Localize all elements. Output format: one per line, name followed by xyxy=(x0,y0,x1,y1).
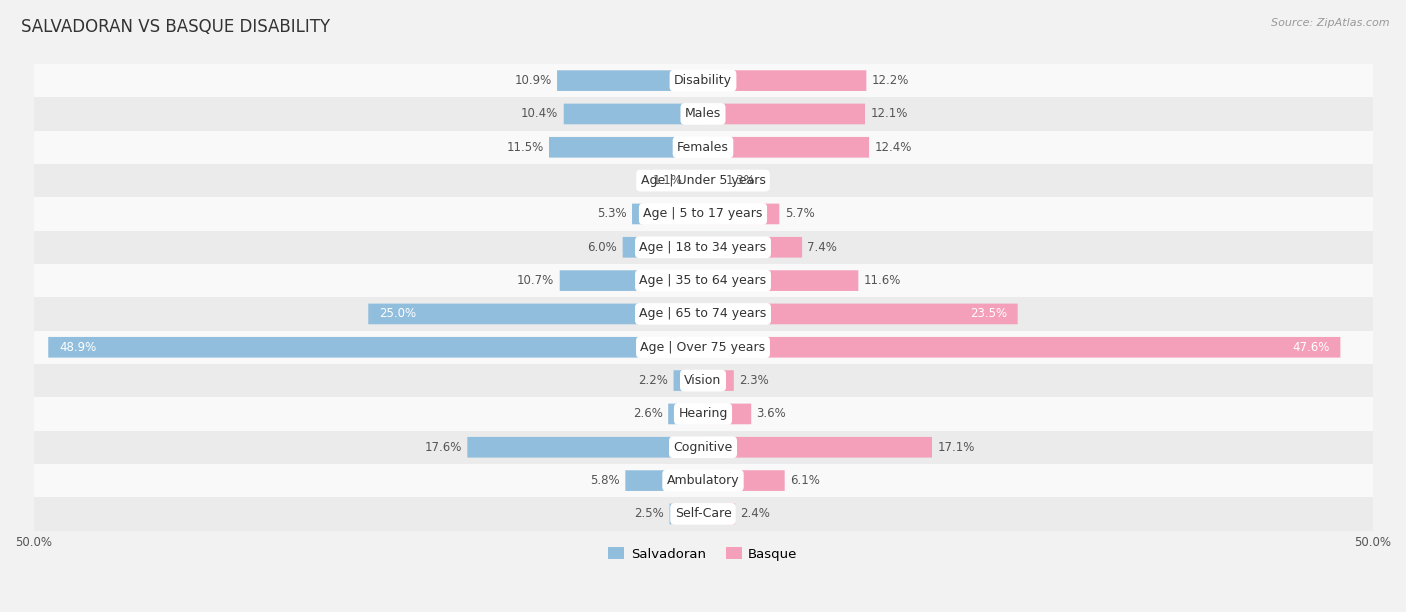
Text: 2.3%: 2.3% xyxy=(740,374,769,387)
Text: 5.8%: 5.8% xyxy=(591,474,620,487)
Text: Disability: Disability xyxy=(673,74,733,87)
FancyBboxPatch shape xyxy=(673,370,703,391)
FancyBboxPatch shape xyxy=(557,70,703,91)
FancyBboxPatch shape xyxy=(467,437,703,458)
FancyBboxPatch shape xyxy=(703,304,1018,324)
FancyBboxPatch shape xyxy=(48,337,703,357)
Text: 2.5%: 2.5% xyxy=(634,507,664,520)
Text: 2.2%: 2.2% xyxy=(638,374,668,387)
Text: Ambulatory: Ambulatory xyxy=(666,474,740,487)
FancyBboxPatch shape xyxy=(703,204,779,224)
Text: Males: Males xyxy=(685,108,721,121)
Text: 47.6%: 47.6% xyxy=(1292,341,1330,354)
Text: 17.6%: 17.6% xyxy=(425,441,463,453)
Text: Age | Under 5 years: Age | Under 5 years xyxy=(641,174,765,187)
Text: Self-Care: Self-Care xyxy=(675,507,731,520)
Text: 3.6%: 3.6% xyxy=(756,408,786,420)
FancyBboxPatch shape xyxy=(548,137,703,158)
Text: 12.2%: 12.2% xyxy=(872,74,910,87)
Bar xyxy=(34,197,1372,231)
FancyBboxPatch shape xyxy=(564,103,703,124)
Bar xyxy=(34,264,1372,297)
Text: 23.5%: 23.5% xyxy=(970,307,1007,321)
Bar xyxy=(34,464,1372,498)
Text: 6.0%: 6.0% xyxy=(588,241,617,254)
Text: Source: ZipAtlas.com: Source: ZipAtlas.com xyxy=(1271,18,1389,28)
FancyBboxPatch shape xyxy=(703,370,734,391)
Text: 17.1%: 17.1% xyxy=(938,441,974,453)
Text: Vision: Vision xyxy=(685,374,721,387)
Text: Age | 18 to 34 years: Age | 18 to 34 years xyxy=(640,241,766,254)
Bar xyxy=(34,397,1372,431)
FancyBboxPatch shape xyxy=(368,304,703,324)
FancyBboxPatch shape xyxy=(668,403,703,424)
Bar xyxy=(34,97,1372,130)
Text: 1.1%: 1.1% xyxy=(652,174,683,187)
Text: 7.4%: 7.4% xyxy=(807,241,838,254)
Text: 11.5%: 11.5% xyxy=(506,141,544,154)
Bar xyxy=(34,431,1372,464)
Text: 5.3%: 5.3% xyxy=(598,207,627,220)
FancyBboxPatch shape xyxy=(703,437,932,458)
FancyBboxPatch shape xyxy=(703,403,751,424)
FancyBboxPatch shape xyxy=(626,470,703,491)
Text: 10.9%: 10.9% xyxy=(515,74,551,87)
FancyBboxPatch shape xyxy=(703,504,735,524)
FancyBboxPatch shape xyxy=(703,137,869,158)
Bar xyxy=(34,231,1372,264)
FancyBboxPatch shape xyxy=(703,170,720,191)
FancyBboxPatch shape xyxy=(703,237,801,258)
FancyBboxPatch shape xyxy=(560,271,703,291)
Bar xyxy=(34,498,1372,531)
Text: Cognitive: Cognitive xyxy=(673,441,733,453)
Text: Females: Females xyxy=(678,141,728,154)
FancyBboxPatch shape xyxy=(703,470,785,491)
Text: 12.1%: 12.1% xyxy=(870,108,908,121)
Text: 25.0%: 25.0% xyxy=(380,307,416,321)
Text: 11.6%: 11.6% xyxy=(863,274,901,287)
FancyBboxPatch shape xyxy=(689,170,703,191)
Text: Age | Over 75 years: Age | Over 75 years xyxy=(641,341,765,354)
Bar xyxy=(34,330,1372,364)
FancyBboxPatch shape xyxy=(703,70,866,91)
Text: 2.4%: 2.4% xyxy=(741,507,770,520)
Text: 48.9%: 48.9% xyxy=(59,341,96,354)
FancyBboxPatch shape xyxy=(703,271,858,291)
Bar xyxy=(34,297,1372,330)
Legend: Salvadoran, Basque: Salvadoran, Basque xyxy=(603,542,803,566)
Text: SALVADORAN VS BASQUE DISABILITY: SALVADORAN VS BASQUE DISABILITY xyxy=(21,18,330,36)
Bar xyxy=(34,130,1372,164)
FancyBboxPatch shape xyxy=(703,337,1340,357)
Text: Age | 35 to 64 years: Age | 35 to 64 years xyxy=(640,274,766,287)
Text: 6.1%: 6.1% xyxy=(790,474,820,487)
Text: 10.4%: 10.4% xyxy=(522,108,558,121)
FancyBboxPatch shape xyxy=(669,504,703,524)
Text: 5.7%: 5.7% xyxy=(785,207,814,220)
FancyBboxPatch shape xyxy=(633,204,703,224)
Text: 12.4%: 12.4% xyxy=(875,141,911,154)
Bar xyxy=(34,64,1372,97)
Bar xyxy=(34,364,1372,397)
Text: 10.7%: 10.7% xyxy=(517,274,554,287)
Text: Age | 5 to 17 years: Age | 5 to 17 years xyxy=(644,207,762,220)
FancyBboxPatch shape xyxy=(703,103,865,124)
Text: Hearing: Hearing xyxy=(678,408,728,420)
Text: Age | 65 to 74 years: Age | 65 to 74 years xyxy=(640,307,766,321)
Text: 2.6%: 2.6% xyxy=(633,408,662,420)
Text: 1.3%: 1.3% xyxy=(725,174,755,187)
Bar xyxy=(34,164,1372,197)
FancyBboxPatch shape xyxy=(623,237,703,258)
